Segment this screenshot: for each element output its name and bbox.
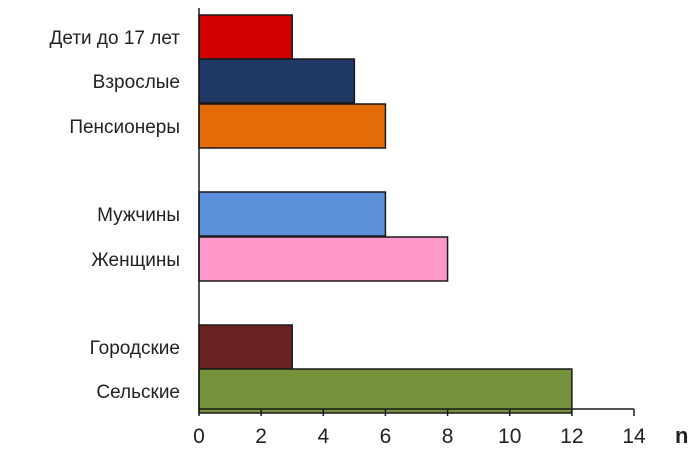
x-tick-label: 2 bbox=[255, 425, 267, 448]
x-tick-label: 6 bbox=[380, 425, 392, 448]
x-tick-label: 8 bbox=[442, 425, 454, 448]
x-ticks: 0 2 4 6 8 10 12 14 bbox=[193, 409, 646, 448]
x-tick-label: 14 bbox=[622, 425, 646, 448]
bars-layer bbox=[198, 14, 573, 414]
category-label: Женщины bbox=[91, 250, 180, 271]
x-axis-label: n bbox=[675, 423, 688, 448]
bar-5 bbox=[198, 236, 449, 282]
category-label: Сельские bbox=[96, 382, 180, 403]
x-tick-label: 0 bbox=[193, 425, 205, 448]
category-label: Городские bbox=[90, 338, 180, 359]
bar-7 bbox=[198, 368, 573, 414]
x-axis bbox=[198, 8, 634, 410]
bar-1 bbox=[198, 14, 293, 60]
x-tick-label: 10 bbox=[498, 425, 521, 448]
category-label: Дети до 17 лет bbox=[50, 28, 181, 49]
x-tick-label: 4 bbox=[317, 425, 329, 448]
bar-2 bbox=[198, 58, 356, 104]
category-labels: Дети до 17 лет Взрослые Пенсионеры Мужчины Ж… bbox=[50, 28, 181, 403]
bar-6 bbox=[198, 324, 293, 370]
x-tick-label: 12 bbox=[560, 425, 583, 448]
category-label: Взрослые bbox=[93, 72, 180, 93]
category-label: Пенсионеры bbox=[69, 117, 180, 138]
bar-3 bbox=[198, 103, 387, 149]
category-label: Мужчины bbox=[97, 205, 180, 226]
bar-4 bbox=[198, 191, 387, 237]
